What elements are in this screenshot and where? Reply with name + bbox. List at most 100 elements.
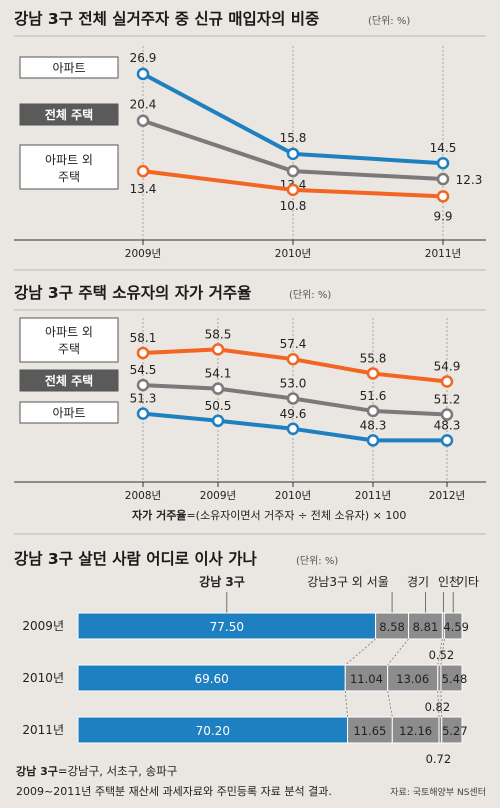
chart-1-legend-all-housing-box [19, 103, 119, 126]
connector-line [440, 638, 445, 666]
x-tick-label: 2008년 [125, 490, 161, 502]
bar-segment-group: 12.16 [391, 716, 440, 744]
chart-1-legend-non-apartment: 아파트 외 주택 [19, 144, 119, 190]
chart-2-unit: (단위: %) [289, 288, 331, 301]
data-point [286, 183, 300, 197]
chart-3-unit: (단위: %) [296, 554, 338, 567]
data-label: 57.4 [280, 337, 307, 351]
data-point [136, 67, 150, 81]
connector-line [344, 690, 348, 718]
data-point [211, 343, 225, 356]
connector-line [387, 638, 409, 666]
bar-segment-group: 77.50 [77, 612, 377, 640]
chart-1-legend-apartment-box [19, 56, 119, 79]
bar-segment-group: 4.59 [443, 612, 469, 640]
legend-line: 아파트 외 [45, 325, 93, 339]
bar-value-label: 11.65 [353, 724, 386, 738]
data-label: 13.4 [130, 182, 157, 196]
bar-value-label: 11.04 [350, 672, 383, 686]
bar-value-label: 77.50 [210, 620, 244, 634]
series-header: 강남 3구 [199, 574, 245, 589]
data-label: 51.2 [434, 393, 461, 407]
series-non_apartment: 58.1 58.5 57.4 55.8 54.9 [130, 327, 460, 388]
bar-segment-group: 13.06 [387, 664, 439, 692]
chart-2: 강남 3구 주택 소유자의 자가 거주율 (단위: %) 58.1 58.5 57.… [14, 284, 486, 522]
x-tick-label: 2009년 [200, 490, 236, 502]
data-label: 12.3 [456, 173, 483, 187]
bar-value-label: 12.16 [399, 724, 432, 738]
bar-value-label: 5.48 [442, 672, 468, 686]
x-tick-label: 2011년 [425, 248, 461, 260]
bar-category-label: 2009년 [22, 619, 64, 633]
chart-2-legend-non-apartment-box [19, 317, 119, 363]
data-point [136, 114, 150, 127]
data-label: 15.8 [280, 131, 307, 145]
data-point [440, 408, 454, 421]
bar-segment-group: 70.20 [77, 716, 349, 744]
chart-1-legend-apartment-label: 아파트 [52, 61, 85, 75]
data-label: 55.8 [360, 351, 387, 365]
chart-2-legend-apartment-label: 아파트 [52, 406, 85, 420]
bar-value-label: 0.72 [426, 752, 452, 766]
data-label: 10.8 [280, 199, 307, 213]
data-label: 9.9 [433, 209, 452, 223]
bar-category-label: 2011년 [22, 723, 64, 737]
chart-1-title: 강남 3구 전체 실거주자 중 신규 매입자의 비중 [14, 10, 319, 28]
bar-segment [408, 612, 443, 640]
chart-2-legend-all-housing-box [19, 369, 119, 392]
series-apartment: 51.3 50.5 49.6 48.3 48.3 [130, 392, 460, 447]
bar-segment-group: 69.60 [77, 664, 346, 692]
data-label: 51.3 [130, 392, 157, 406]
connector-line [387, 690, 393, 718]
bar-segment [387, 664, 439, 692]
data-label: 58.5 [205, 327, 232, 341]
chart-3-small-labels: 0.52 0.82 0.72 [344, 638, 455, 766]
chart-1: 강남 3구 전체 실거주자 중 신규 매입자의 비중 (단위: %) 26.9 1… [14, 10, 486, 260]
data-label: 53.0 [280, 376, 307, 390]
bar-value-label: 0.52 [429, 648, 455, 662]
series-all_housing: 54.5 54.1 53.0 51.6 51.2 [130, 363, 461, 421]
bar-segment [344, 664, 389, 692]
connector-line [437, 690, 440, 718]
data-label: 54.1 [205, 367, 232, 381]
series-all_housing: 20.413.412.3 [130, 98, 483, 192]
bar-value-label: 13.06 [396, 672, 429, 686]
data-point [136, 164, 150, 178]
x-tick-label: 2010년 [275, 490, 311, 502]
data-label: 50.5 [205, 399, 232, 413]
bar-segment-group: 8.81 [408, 612, 443, 640]
data-point [366, 404, 380, 418]
chart-1-series: 26.9 15.8 14.520.413.412.313.4 10.8 9.9 [130, 51, 483, 223]
chart-2-legend-apartment: 아파트 [19, 401, 119, 424]
chart-3-bars: 77.50 8.58 8.81 4.59 69.60 11.04 13.06 5.48 70.2… [77, 612, 469, 744]
footer-legend-term: 강남 3구 [16, 764, 58, 778]
bar-segment-group: 8.58 [375, 612, 410, 640]
chart-2-footnote: 자가 거주율=(소유자이면서 거주자 ÷ 전체 소유자) × 100 [132, 508, 406, 522]
bar-value-label: 5.27 [442, 724, 468, 738]
chart-1-legend-apartment: 아파트 [19, 56, 119, 79]
bar-segment [77, 612, 377, 640]
chart-2-x-ticks: 2008년 2009년 2010년 2011년 2012년 [125, 482, 465, 502]
x-tick-label: 2009년 [125, 248, 161, 260]
bar-value-label: 4.59 [443, 620, 469, 634]
chart-2-legend-apartment-box [19, 401, 119, 424]
bar-segment-group: 5.27 [441, 716, 468, 744]
data-label: 58.1 [130, 331, 157, 345]
data-label: 26.9 [130, 51, 157, 65]
data-point [211, 414, 225, 428]
series-header: 기타 [457, 575, 479, 589]
data-point [440, 375, 454, 388]
data-label: 20.4 [130, 98, 157, 112]
data-point [366, 434, 380, 447]
chart-2-title: 강남 3구 주택 소유자의 자가 거주율 [14, 284, 251, 302]
bar-segment [443, 612, 463, 640]
data-point [286, 352, 300, 366]
x-tick-label: 2010년 [275, 248, 311, 260]
data-point [366, 367, 380, 380]
data-point [136, 346, 150, 360]
bar-segment [375, 612, 410, 640]
chart-2-footnote-term: 자가 거주율 [132, 508, 186, 522]
bar-segment [77, 716, 349, 744]
